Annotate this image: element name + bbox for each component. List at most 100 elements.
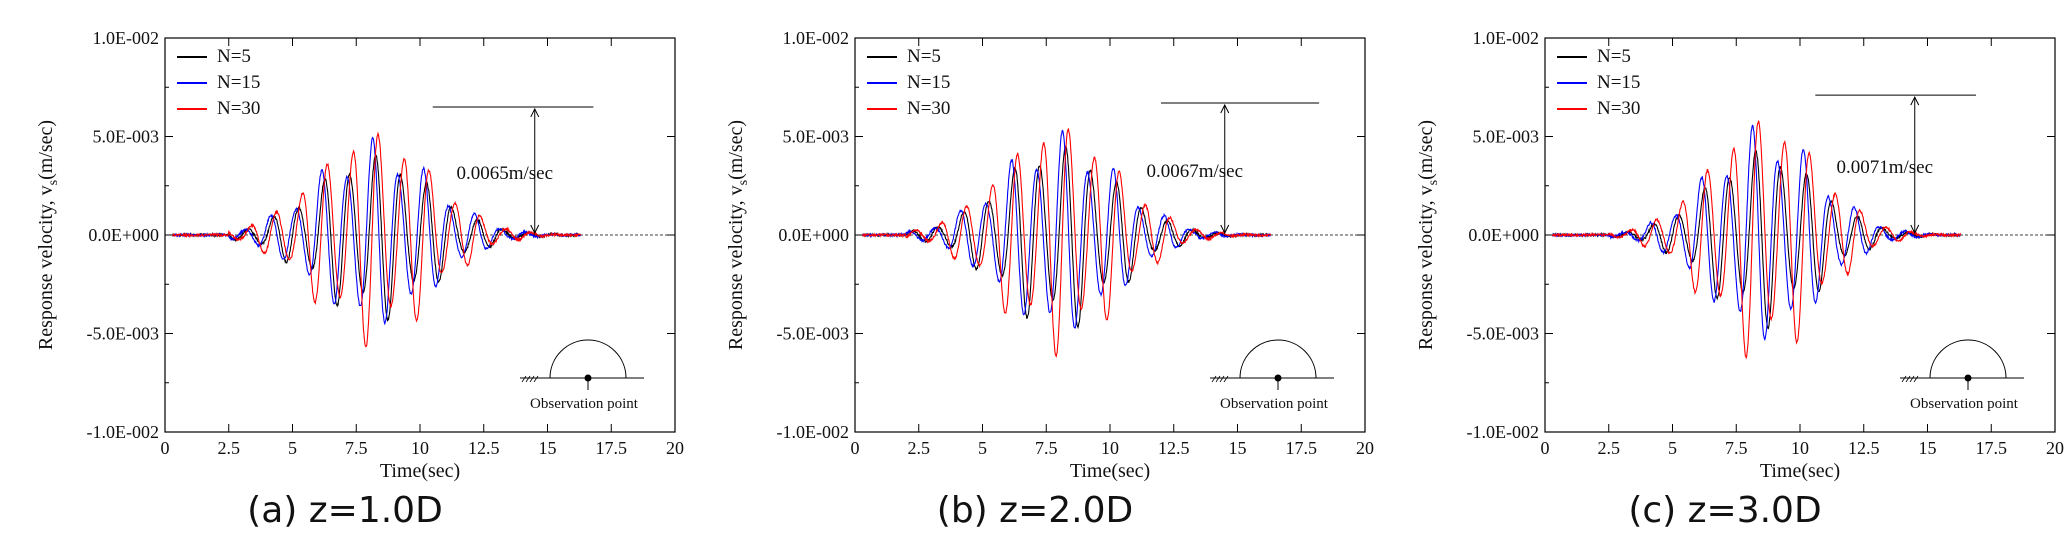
y-tick-label: 1.0E-002 (93, 28, 160, 48)
x-tick-label: 10 (1791, 438, 1809, 458)
series-line-n30 (862, 127, 1272, 358)
y-axis-label-unit: (m/sec) (35, 120, 57, 180)
inset-hatch (1223, 375, 1229, 383)
arrow-head-bottom (1220, 224, 1230, 235)
x-axis-label: Time(sec) (1760, 460, 1840, 482)
legend: N=5 N=15 N=30 (867, 46, 950, 119)
x-axis-label: Time(sec) (1070, 460, 1150, 482)
legend: N=5 N=15 N=30 (1557, 46, 1640, 119)
y-tick-label: 0.0E+000 (778, 225, 849, 245)
series-line-n15 (172, 136, 582, 326)
y-axis-label: Response velocity, vs(m/sec) (1415, 120, 1441, 350)
inset-arc (1239, 339, 1317, 379)
inset-hatch (1211, 375, 1217, 383)
x-tick-label: 15 (1229, 438, 1247, 458)
series-line-n15 (862, 129, 1272, 329)
legend-label: N=15 (217, 72, 260, 93)
inset-hatch (529, 375, 535, 383)
y-tick-label: 5.0E-003 (1473, 127, 1540, 147)
x-tick-label: 12.5 (1848, 438, 1880, 458)
y-axis-label-main: Response velocity, v (35, 185, 57, 350)
x-tick-label: 5 (978, 438, 987, 458)
y-tick-label: -5.0E-003 (777, 324, 849, 344)
y-axis-label-sub: s (46, 180, 61, 185)
y-axis-label-sub: s (736, 180, 751, 185)
legend: N=5 N=15 N=30 (177, 46, 260, 119)
y-axis-label-unit: (m/sec) (1415, 120, 1437, 180)
x-tick-label: 17.5 (1976, 438, 2008, 458)
series-line-n30 (172, 131, 582, 348)
inset-arc (1929, 339, 2007, 379)
x-tick-label: 2.5 (218, 438, 241, 458)
chart-svg-c: -1.0E-002 -5.0E-003 0.0E+000 5.0E-003 1.0E-0… (1415, 28, 2064, 482)
x-tick-label: 0 (161, 438, 170, 458)
arrow-head-bottom (1910, 224, 1920, 235)
chart-svg-b: -1.0E-002 -5.0E-003 0.0E+000 5.0E-003 1.0E-0… (725, 28, 1374, 482)
y-axis-label: Response velocity, vs(m/sec) (35, 120, 61, 350)
max-annotation-label: 0.0071m/sec (1836, 157, 1933, 178)
inset-hatch (1909, 375, 1915, 383)
arrow-head-bottom (530, 224, 540, 235)
x-tick-label: 10 (1101, 438, 1119, 458)
inset-hatch (525, 375, 531, 383)
observation-point-label: Observation point (530, 396, 639, 412)
x-tick-label: 0 (1541, 438, 1550, 458)
x-tick-label: 20 (1356, 438, 1374, 458)
legend-label: N=30 (217, 98, 260, 119)
y-tick-label: 5.0E-003 (783, 127, 850, 147)
y-tick-label: -5.0E-003 (87, 324, 159, 344)
x-tick-label: 15 (539, 438, 557, 458)
series-line-n15 (1552, 124, 1962, 342)
x-tick-label: 2.5 (1598, 438, 1621, 458)
x-tick-label: 5 (288, 438, 297, 458)
legend-label: N=30 (907, 98, 950, 119)
x-tick-label: 20 (2046, 438, 2064, 458)
inset-hatch (533, 375, 539, 383)
arrow-head-top (530, 107, 540, 118)
observation-inset: Observation point (1900, 339, 2024, 412)
chart-svg-a: -1.0E-002 -5.0E-003 0.0E+000 5.0E-003 1.0E-0… (35, 28, 684, 482)
chart-panel-a: -1.0E-002 -5.0E-003 0.0E+000 5.0E-003 1.0E-0… (0, 0, 690, 548)
y-tick-label: 0.0E+000 (1468, 225, 1539, 245)
x-tick-label: 20 (666, 438, 684, 458)
x-tick-label: 0 (851, 438, 860, 458)
y-tick-label: -1.0E-002 (1467, 422, 1539, 442)
chart-panel-c: -1.0E-002 -5.0E-003 0.0E+000 5.0E-003 1.0E-0… (1380, 0, 2070, 548)
x-tick-label: 7.5 (1035, 438, 1058, 458)
x-tick-label: 12.5 (468, 438, 500, 458)
observation-point-label: Observation point (1220, 396, 1329, 412)
max-annotation-label: 0.0067m/sec (1146, 161, 1243, 182)
observation-inset: Observation point (520, 339, 644, 412)
y-tick-label: -1.0E-002 (777, 422, 849, 442)
series-line-n5 (172, 154, 581, 323)
observation-point-marker (1964, 374, 1972, 382)
y-tick-label: 1.0E-002 (1473, 28, 1540, 48)
arrow-head-top (1910, 96, 1920, 106)
y-tick-label: 5.0E-003 (93, 127, 160, 147)
observation-point-marker (1274, 374, 1282, 382)
observation-point-label: Observation point (1910, 396, 2019, 412)
inset-arc (549, 339, 627, 379)
legend-label: N=5 (217, 46, 251, 67)
y-axis-label-main: Response velocity, v (1415, 185, 1437, 350)
y-axis-label-main: Response velocity, v (725, 185, 747, 350)
y-axis-label: Response velocity, vs(m/sec) (725, 120, 751, 350)
x-tick-label: 17.5 (596, 438, 628, 458)
max-annotation-label: 0.0065m/sec (456, 163, 553, 184)
y-tick-label: 1.0E-002 (783, 28, 850, 48)
y-tick-label: -5.0E-003 (1467, 324, 1539, 344)
series-line-n5 (862, 145, 1271, 330)
x-axis-label: Time(sec) (380, 460, 460, 482)
legend-label: N=15 (1597, 72, 1640, 93)
chart-panel-b: -1.0E-002 -5.0E-003 0.0E+000 5.0E-003 1.0E-0… (690, 0, 1380, 548)
inset-hatch (521, 375, 527, 383)
inset-hatch (1901, 375, 1907, 383)
x-tick-label: 5 (1668, 438, 1677, 458)
inset-hatch (1219, 375, 1225, 383)
legend-label: N=5 (1597, 46, 1631, 67)
x-tick-label: 15 (1919, 438, 1937, 458)
inset-hatch (1913, 375, 1919, 383)
legend-label: N=5 (907, 46, 941, 67)
panel-caption: (a) z=1.0D (247, 490, 443, 531)
inset-hatch (1905, 375, 1911, 383)
